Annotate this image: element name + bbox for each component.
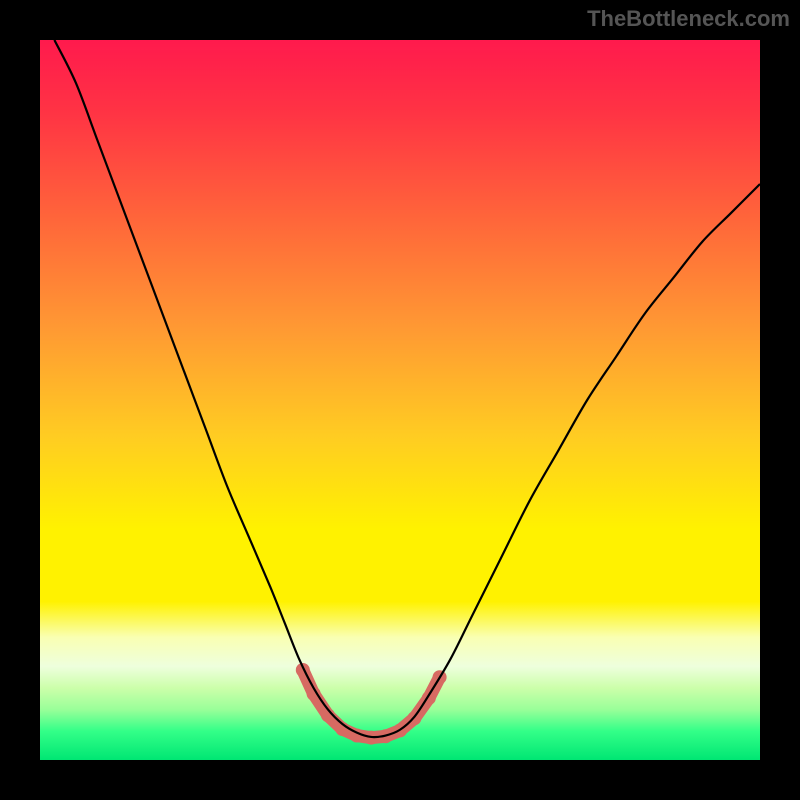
plot-background: [40, 40, 760, 760]
bottleneck-chart: [0, 0, 800, 800]
watermark-text: TheBottleneck.com: [587, 6, 790, 32]
outer-canvas: TheBottleneck.com: [0, 0, 800, 800]
